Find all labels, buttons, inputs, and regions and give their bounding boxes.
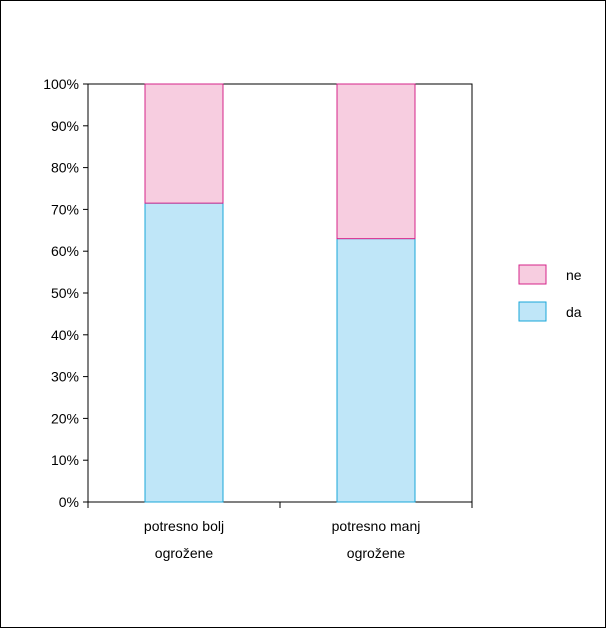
y-tick-label: 50% <box>51 285 79 301</box>
bar-segment-ne <box>144 83 224 204</box>
bar-segment-ne <box>336 83 416 240</box>
x-axis: potresno bolj ogrožene potresno manj ogrože… <box>87 502 473 561</box>
y-tick-label: 100% <box>43 76 79 92</box>
bar-segment-da <box>144 202 224 503</box>
y-tick-label: 40% <box>51 327 79 343</box>
legend-swatch-ne <box>518 264 547 285</box>
bar-segment-da <box>336 238 416 503</box>
x-category-label-line: potresno bolj <box>144 518 224 534</box>
x-category-label: potresno manj ogrožene <box>332 518 421 561</box>
legend-label-ne: ne <box>566 267 582 283</box>
legend-label-da: da <box>566 304 582 320</box>
y-tick-label: 70% <box>51 201 79 217</box>
y-tick-label: 80% <box>51 160 79 176</box>
y-tick-label: 90% <box>51 118 79 134</box>
y-tick-label: 20% <box>51 410 79 426</box>
x-category-label-line: ogrožene <box>155 545 214 561</box>
x-category-label-line: potresno manj <box>332 518 421 534</box>
x-category-label-line: ogrožene <box>347 545 406 561</box>
y-tick-label: 10% <box>51 452 79 468</box>
y-tick-label: 30% <box>51 369 79 385</box>
legend: ne da <box>518 264 582 322</box>
y-axis: 0% 10% 20% 30% 40% 50% 60% 70% 80% 90% 100% <box>43 76 88 510</box>
bars-group <box>144 83 416 503</box>
y-tick-label: 60% <box>51 243 79 259</box>
legend-swatch-da <box>518 301 547 322</box>
x-category-label: potresno bolj ogrožene <box>144 518 224 561</box>
y-tick-label: 0% <box>59 494 79 510</box>
